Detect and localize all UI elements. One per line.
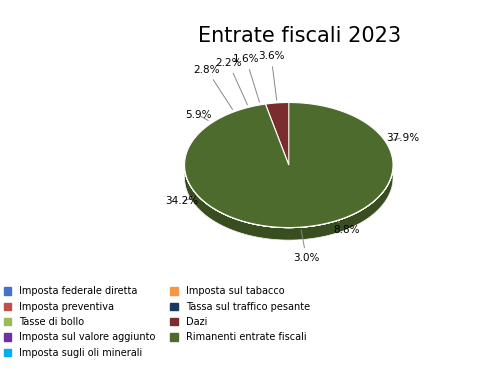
Polygon shape: [185, 166, 393, 240]
Text: 2.8%: 2.8%: [193, 65, 233, 109]
Polygon shape: [185, 103, 393, 228]
Polygon shape: [185, 166, 393, 240]
Polygon shape: [200, 103, 393, 228]
Polygon shape: [185, 166, 393, 240]
Polygon shape: [185, 103, 360, 228]
Polygon shape: [185, 166, 360, 240]
Polygon shape: [185, 103, 393, 228]
Polygon shape: [291, 165, 393, 240]
Legend: Imposta federale diretta, Imposta preventiva, Tasse di bollo, Imposta sul valore: Imposta federale diretta, Imposta preven…: [3, 286, 310, 358]
Polygon shape: [185, 165, 393, 240]
Text: 3.6%: 3.6%: [258, 51, 284, 100]
Polygon shape: [185, 165, 393, 240]
Text: 2.2%: 2.2%: [215, 58, 247, 105]
Polygon shape: [185, 103, 393, 228]
Polygon shape: [185, 103, 393, 228]
Text: 8.8%: 8.8%: [333, 221, 359, 235]
Polygon shape: [185, 166, 393, 240]
Title: Entrate fiscali 2023: Entrate fiscali 2023: [198, 26, 401, 46]
Polygon shape: [185, 103, 393, 228]
Polygon shape: [185, 165, 393, 240]
Text: 1.6%: 1.6%: [233, 54, 260, 102]
Polygon shape: [185, 103, 393, 228]
Polygon shape: [185, 103, 393, 228]
Text: 5.9%: 5.9%: [185, 110, 212, 121]
Text: 37.9%: 37.9%: [386, 133, 420, 142]
Text: 3.0%: 3.0%: [293, 230, 320, 263]
Text: 34.2%: 34.2%: [165, 196, 198, 206]
